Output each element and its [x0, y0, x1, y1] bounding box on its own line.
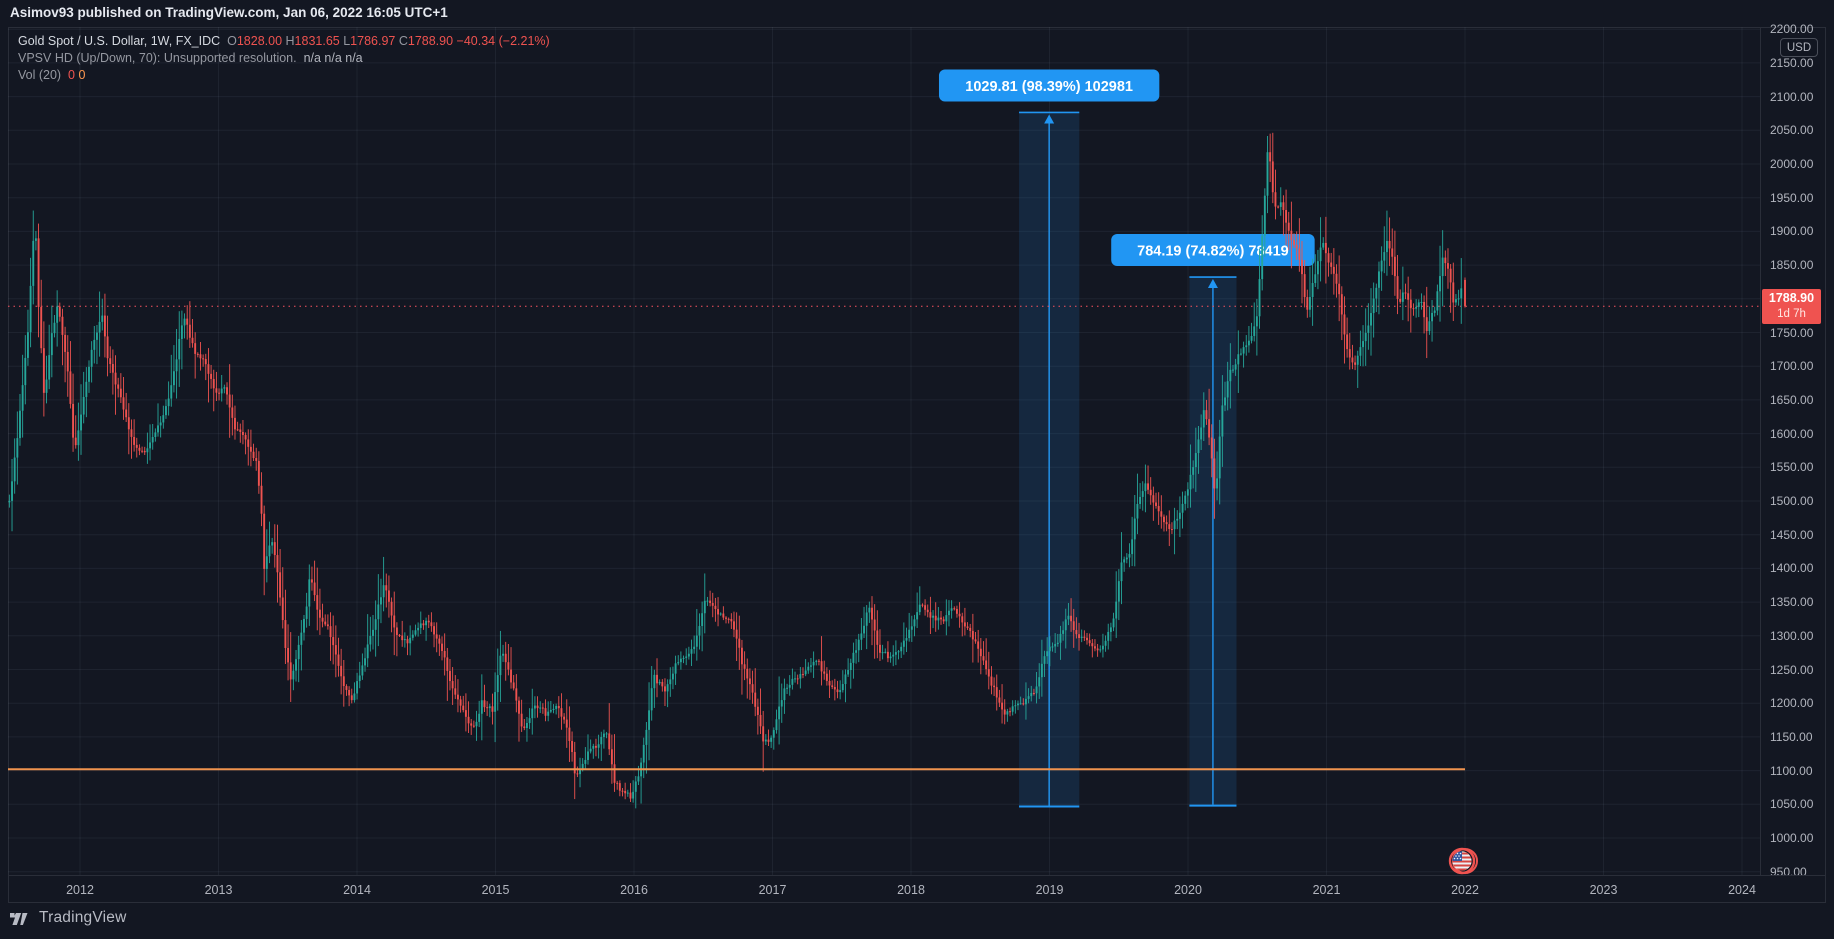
- year-label: 2023: [1589, 883, 1618, 897]
- volume-ma-value: 0: [78, 68, 86, 82]
- measure-label-text: 1029.81 (98.39%) 102981: [965, 79, 1133, 95]
- measure-label[interactable]: [938, 69, 1160, 102]
- price-axis[interactable]: USD 1788.90 1d 7h 2200.00 2150.00 2100.00 2…: [1760, 22, 1826, 879]
- year-label: 2022: [1451, 883, 1479, 897]
- legend-indicator-row[interactable]: VPSV HD (Up/Down, 70): Unsupported resol…: [18, 50, 550, 67]
- price-tick-label: 1300.00: [1770, 628, 1814, 643]
- price-tick-label: 1200.00: [1770, 696, 1814, 711]
- us-flag-event-icon[interactable]: [1447, 847, 1479, 875]
- year-label: 2019: [1035, 883, 1064, 897]
- price-chart-canvas[interactable]: 1029.81 (98.39%) 102981 784.19 (74.82%) 7…: [8, 27, 1760, 875]
- price-tick-label: 1550.00: [1770, 460, 1814, 475]
- price-tick-label: 1750.00: [1770, 325, 1814, 340]
- bar-countdown: 1d 7h: [1777, 308, 1806, 321]
- price-tick-label: 1350.00: [1770, 595, 1814, 610]
- high-value: 1831.65: [294, 34, 340, 48]
- footer: TradingView: [0, 903, 1834, 939]
- year-label: 2017: [758, 883, 787, 897]
- price-tick-label: 1250.00: [1770, 662, 1814, 677]
- indicator-title: VPSV HD (Up/Down, 70): Unsupported resol…: [18, 51, 297, 65]
- year-label: 2013: [204, 883, 233, 897]
- indicator-values: n/a n/a n/a: [303, 51, 363, 65]
- change-value: −40.34 (−2.21%): [456, 34, 550, 48]
- currency-badge[interactable]: USD: [1780, 38, 1818, 57]
- price-tick-label: 1700.00: [1770, 359, 1814, 374]
- tradingview-logo[interactable]: TradingView: [10, 909, 127, 927]
- legend-volume-row[interactable]: Vol (20) 0 0: [18, 67, 550, 84]
- published-bar: Asimov93 published on TradingView.com, J…: [10, 5, 448, 20]
- year-label: 2024: [1728, 883, 1756, 897]
- price-tick-label: 1950.00: [1770, 190, 1814, 205]
- time-axis[interactable]: 2012 2013 2014 2015 2016 2017 2018 2019 2020 2021…: [8, 875, 1826, 904]
- year-label: 2020: [1174, 883, 1202, 897]
- volume-title: Vol (20): [18, 68, 62, 82]
- price-tick-label: 1000.00: [1770, 831, 1814, 845]
- brand-wordmark: TradingView: [39, 909, 127, 926]
- year-label: 2012: [66, 883, 94, 897]
- price-tick-label: 2100.00: [1770, 89, 1814, 104]
- measure-label[interactable]: [1111, 234, 1315, 267]
- year-label: 2015: [481, 883, 510, 897]
- price-tick-label: 1650.00: [1770, 392, 1814, 407]
- price-tick-label: 1100.00: [1770, 763, 1813, 778]
- tradingview-logo-icon: [10, 912, 28, 925]
- year-label: 2018: [897, 883, 925, 897]
- chart-legend: Gold Spot / U.S. Dollar, 1W, FX_IDC O182…: [18, 33, 550, 84]
- price-tick-label: 1450.00: [1770, 527, 1814, 542]
- price-tick-label: 1400.00: [1770, 561, 1814, 576]
- year-label: 2016: [620, 883, 648, 897]
- price-tick-label: 2200.00: [1770, 22, 1814, 37]
- legend-symbol-row[interactable]: Gold Spot / U.S. Dollar, 1W, FX_IDC O182…: [18, 34, 550, 48]
- open-value: 1828.00: [236, 34, 283, 48]
- price-tick-label: 1050.00: [1770, 797, 1814, 812]
- close-value: 1788.90: [407, 34, 454, 48]
- symbol-title: Gold Spot / U.S. Dollar, 1W, FX_IDC: [18, 34, 221, 48]
- chart-frame: [8, 27, 1826, 903]
- last-price-value: 1788.90: [1768, 291, 1815, 306]
- low-value: 1786.97: [350, 34, 396, 48]
- year-label: 2014: [343, 883, 371, 897]
- measure-label-text: 784.19 (74.82%) 78419: [1137, 244, 1289, 260]
- price-tick-label: 1500.00: [1770, 494, 1814, 508]
- price-tick-label: 1150.00: [1770, 729, 1813, 744]
- price-tick-label: 1850.00: [1770, 258, 1814, 273]
- price-tick-label: 2000.00: [1770, 157, 1814, 171]
- price-tick-label: 2150.00: [1770, 55, 1814, 70]
- volume-value: 0: [68, 68, 75, 82]
- price-tick-label: 2050.00: [1770, 123, 1814, 138]
- price-tick-label: 1900.00: [1770, 224, 1814, 239]
- last-price-label: 1788.90 1d 7h: [1762, 289, 1821, 325]
- year-label: 2021: [1312, 883, 1341, 897]
- price-tick-label: 1600.00: [1770, 426, 1814, 441]
